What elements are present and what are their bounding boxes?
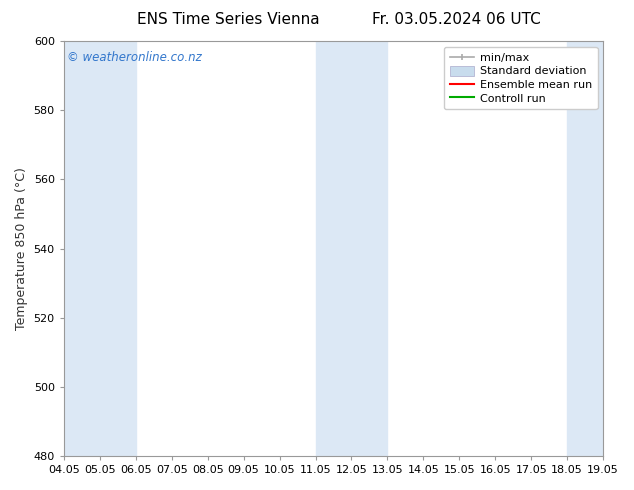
- Text: © weatheronline.co.nz: © weatheronline.co.nz: [67, 51, 201, 64]
- Y-axis label: Temperature 850 hPa (°C): Temperature 850 hPa (°C): [15, 167, 28, 330]
- Bar: [567, 41, 603, 456]
- Bar: [64, 41, 136, 456]
- Text: ENS Time Series Vienna: ENS Time Series Vienna: [137, 12, 320, 27]
- Bar: [316, 41, 387, 456]
- Legend: min/max, Standard deviation, Ensemble mean run, Controll run: min/max, Standard deviation, Ensemble me…: [444, 47, 598, 109]
- Text: Fr. 03.05.2024 06 UTC: Fr. 03.05.2024 06 UTC: [372, 12, 541, 27]
